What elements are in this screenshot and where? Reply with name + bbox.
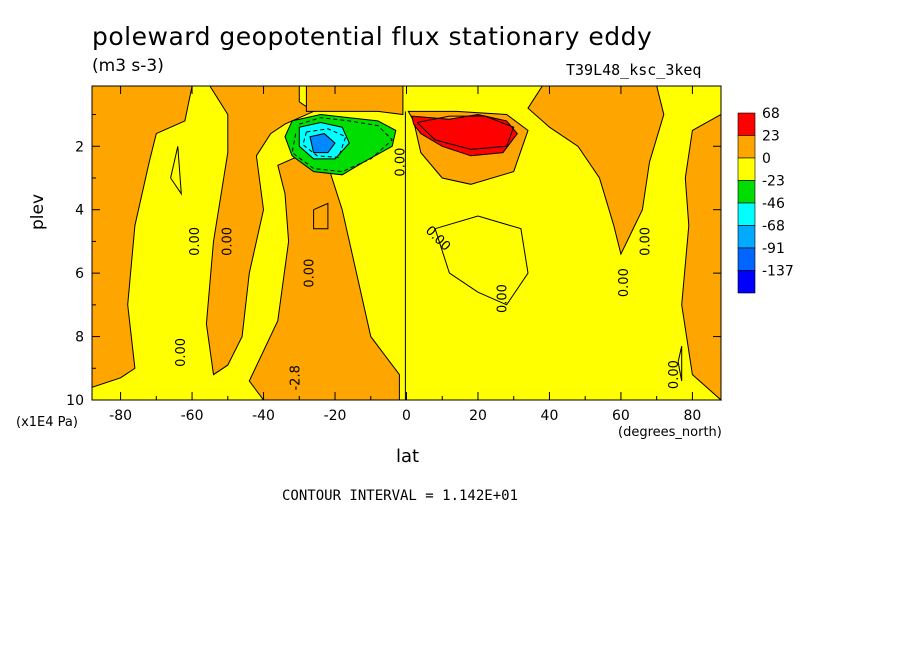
contour-line-small-south bbox=[170, 146, 182, 196]
colorbar-label: 23 bbox=[762, 129, 780, 145]
contour-interval-text: CONTOUR INTERVAL = 1.142E+01 bbox=[282, 488, 519, 504]
colorbar: 68 23 0 -23 -46 -68 -91 -137 bbox=[737, 106, 794, 294]
x-tick-label: 0 bbox=[402, 408, 411, 424]
contour-label: -2.8 bbox=[288, 365, 303, 390]
chart-units: (m3 s-3) bbox=[92, 56, 164, 76]
y-tick-label: 4 bbox=[75, 203, 84, 219]
run-id: T39L48_ksc_3keq bbox=[566, 61, 702, 79]
x-axis-label: lat bbox=[396, 446, 420, 467]
x-axis-units: (degrees_north) bbox=[618, 425, 722, 440]
region-negative-north-interior bbox=[434, 215, 529, 306]
colorbar-label: -68 bbox=[762, 219, 785, 235]
contour-line-negative-inner bbox=[302, 128, 347, 158]
x-tick-label: -40 bbox=[252, 408, 275, 424]
y-tick-label: 2 bbox=[75, 139, 84, 155]
x-tick-label: 20 bbox=[469, 408, 487, 424]
x-tick-label: -20 bbox=[324, 408, 347, 424]
contour-label: 0.00 bbox=[174, 338, 189, 367]
x-tick-label: -60 bbox=[181, 408, 204, 424]
region-positive-southpole bbox=[91, 85, 193, 388]
region-positive-upper bbox=[305, 85, 404, 116]
colorbar-label: -137 bbox=[762, 264, 794, 280]
plot-fill-layer bbox=[91, 85, 722, 402]
y-tick-label: 10 bbox=[66, 393, 84, 409]
colorbar-label: -91 bbox=[762, 241, 785, 257]
x-tick-label: 80 bbox=[683, 408, 701, 424]
contour-label: 0.00 bbox=[667, 360, 682, 389]
colorbar-swatch bbox=[737, 135, 756, 159]
colorbar-label: 68 bbox=[762, 106, 780, 122]
contour-label: 0.00 bbox=[496, 284, 511, 313]
contour-line-positive-inner bbox=[416, 115, 515, 150]
contour-line-negative-outer bbox=[291, 117, 393, 173]
region-positive-north-mid bbox=[527, 85, 665, 256]
axes-layer: -80 -60 -40 -20 0 20 40 60 80 2 4 6 8 10 bbox=[66, 85, 722, 424]
contour-line-small-loop bbox=[313, 202, 329, 230]
contour-labels-layer: 0.00 0.000.000.000.000.000.000.000.000.00… bbox=[174, 148, 682, 391]
colorbar-swatch bbox=[737, 247, 756, 271]
x-tick-label: 40 bbox=[541, 408, 559, 424]
colorbar-swatch bbox=[737, 112, 756, 136]
colorbar-label: 0 bbox=[762, 151, 771, 167]
y-tick-label: 8 bbox=[75, 330, 84, 346]
colorbar-label: -23 bbox=[762, 174, 785, 190]
contour-label: 0.00 bbox=[303, 259, 318, 288]
colorbar-swatch bbox=[737, 157, 756, 181]
contour-label: 0.00 bbox=[617, 268, 632, 297]
x-tick-label: 60 bbox=[612, 408, 630, 424]
x-tick-label: -80 bbox=[109, 408, 132, 424]
y-axis-units: (x1E4 Pa) bbox=[16, 415, 78, 430]
contour-label: 0.00 bbox=[188, 227, 203, 256]
region-min-negative bbox=[309, 133, 336, 154]
contour-label: 0.00 bbox=[220, 227, 235, 256]
contour-lines-layer bbox=[170, 111, 683, 400]
colorbar-swatch bbox=[737, 180, 756, 204]
y-tick-label: 6 bbox=[75, 266, 84, 282]
contour-label: 0.00 bbox=[639, 227, 654, 256]
colorbar-swatch bbox=[737, 202, 756, 226]
colorbar-label: -46 bbox=[762, 196, 785, 212]
colorbar-swatch bbox=[737, 225, 756, 249]
contour-line-small-north bbox=[677, 345, 683, 382]
contour-label: 0.00 bbox=[394, 148, 409, 177]
colorbar-swatch bbox=[737, 270, 756, 294]
chart-title: poleward geopotential flux stationary ed… bbox=[92, 22, 653, 51]
